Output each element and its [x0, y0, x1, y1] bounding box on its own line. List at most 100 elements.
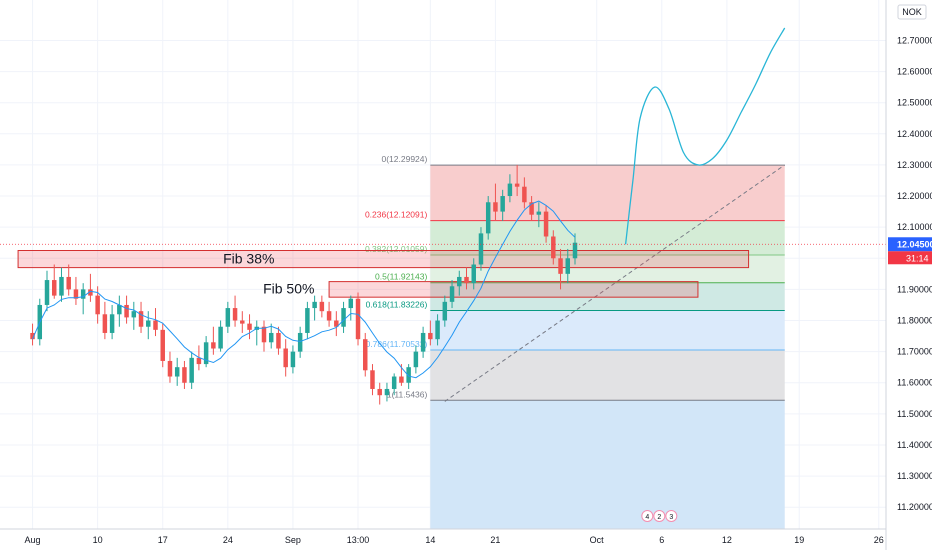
y-tick-label: 11.20000: [897, 502, 932, 512]
zone-label-fib-38: Fib 38%: [223, 250, 274, 266]
candle-body: [44, 280, 50, 305]
fib-level-label: 0.786(11.70532): [366, 339, 428, 349]
countdown-value: 31:14: [906, 253, 929, 263]
candle-body: [95, 295, 100, 315]
y-tick-label: 11.50000: [897, 409, 932, 419]
candle-body: [565, 258, 571, 274]
current-price-tag: [888, 237, 932, 252]
y-tick-label: 12.40000: [897, 129, 932, 139]
candle-body: [522, 186, 527, 203]
zone-label-fib-50: Fib 50%: [263, 281, 314, 297]
y-tick-label: 12.50000: [897, 98, 932, 108]
candle-body: [500, 196, 505, 212]
fib-band: [430, 165, 785, 221]
y-tick-label: 12.10000: [897, 222, 932, 232]
x-tick-label: 12: [722, 535, 732, 545]
fib-band: [430, 282, 785, 311]
candle-body: [543, 211, 549, 237]
candle-body: [485, 202, 491, 234]
candle-body: [507, 183, 513, 197]
candle-body: [153, 320, 158, 330]
y-tick-label: 12.60000: [897, 67, 932, 77]
candle-body: [131, 311, 137, 318]
candle-body: [341, 308, 346, 327]
candle-body: [240, 320, 245, 324]
ma-line: [32, 200, 576, 379]
fib-retracement[interactable]: 0(12.29924) 0.236(12.12091) 0.382(12.01059…: [365, 154, 786, 529]
time-axis-bg: [0, 529, 886, 550]
candle-body: [558, 258, 563, 274]
candle-body: [514, 183, 520, 187]
y-tick-label: 11.90000: [897, 284, 932, 294]
candle-body: [146, 320, 151, 327]
candle-body: [464, 276, 469, 284]
candle-body: [160, 329, 165, 361]
candle-body: [52, 280, 57, 296]
fib-band: [430, 220, 785, 255]
candle-body: [399, 376, 404, 383]
fib-band: [430, 310, 785, 350]
projection[interactable]: [624, 27, 786, 245]
y-tick-label: 12.30000: [897, 160, 932, 170]
candle-body: [493, 202, 498, 212]
candle-body: [384, 388, 390, 396]
fib-level-label: 1(11.5436): [387, 389, 428, 399]
candle-body: [261, 326, 267, 343]
y-tick-label: 11.30000: [897, 471, 932, 481]
candle-body: [232, 308, 238, 321]
y-tick-label: 11.40000: [897, 440, 932, 450]
fib-level-label: 0.236(12.12091): [365, 210, 428, 220]
currency-badge: [897, 4, 927, 20]
x-tick-label: 19: [794, 535, 804, 545]
x-tick-label: 6: [659, 535, 664, 545]
candle-body: [80, 289, 86, 299]
event-badge-count: 3: [669, 514, 673, 521]
candle-body: [124, 304, 129, 318]
event-badge-count: 4: [645, 514, 649, 521]
x-tick-label: Oct: [590, 535, 605, 545]
fib-band: [430, 349, 785, 401]
candle-body: [138, 311, 144, 327]
y-tick-label: 12.70000: [897, 35, 932, 45]
moving-average: [32, 200, 576, 379]
candle-body: [326, 311, 332, 321]
candle-body: [312, 301, 317, 309]
candle-body: [355, 298, 361, 340]
candle-body: [109, 314, 115, 333]
x-tick-label: 17: [158, 535, 168, 545]
candle-body: [377, 388, 382, 396]
candle-body: [73, 289, 79, 299]
y-tick-label: 11.80000: [897, 316, 932, 326]
candle-body: [189, 357, 194, 383]
candle-body: [290, 351, 296, 368]
candle-body: [370, 370, 375, 389]
event-badge: [653, 510, 666, 522]
x-tick-label: 24: [223, 535, 233, 545]
candle-body: [363, 339, 368, 371]
y-tick-label: 11.70000: [897, 347, 932, 357]
event-badge: [665, 510, 678, 522]
candle-body: [225, 308, 231, 327]
candle-body: [247, 323, 252, 330]
price-axis-bg: [886, 0, 932, 550]
x-tick-label: Sep: [285, 535, 301, 545]
fib-level-label: 0.618(11.83226): [366, 299, 428, 309]
candle-body: [182, 367, 187, 383]
candle-body: [196, 357, 202, 365]
candle-body: [391, 376, 397, 389]
fib-level-label: 0(12.29924): [381, 154, 427, 164]
candle-body: [428, 332, 433, 340]
candle-body: [297, 332, 303, 352]
candle-body: [88, 289, 93, 296]
candle-body: [102, 314, 108, 333]
candle-body: [478, 233, 484, 265]
candle-body: [117, 304, 122, 315]
zone-rect: [17, 249, 750, 269]
trendline: [444, 164, 786, 402]
candle-body: [30, 332, 35, 340]
candle-body: [305, 308, 310, 333]
candle-body: [283, 348, 288, 368]
